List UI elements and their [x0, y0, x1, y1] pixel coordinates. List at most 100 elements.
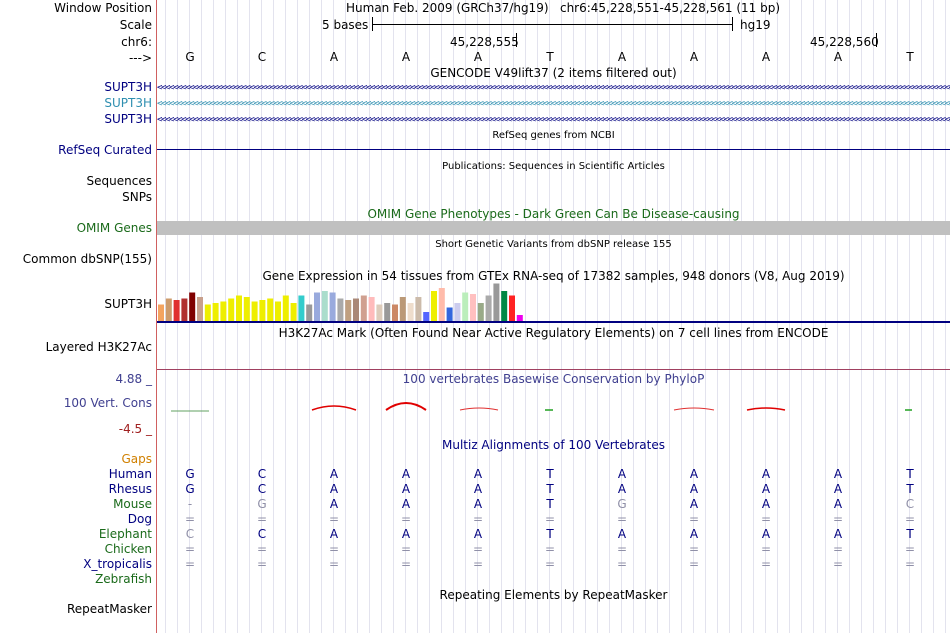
gtex-tissue-bar[interactable]	[501, 291, 508, 321]
gtex-tissue-bar[interactable]	[314, 292, 320, 322]
gtex-tissue-bar[interactable]	[345, 300, 352, 321]
species-label[interactable]: Human	[108, 467, 152, 481]
gtex-tissue-bar[interactable]	[259, 300, 266, 321]
alignment-base: =	[472, 542, 484, 556]
omim-track-title[interactable]: OMIM Gene Phenotypes - Dark Green Can Be…	[367, 207, 740, 221]
gencode-transcript-1[interactable]: <<<<<<<<<<<<<<<<<<<<<<<<<<<<<<<<<<<<<<<<…	[157, 83, 950, 93]
gencode-gene-label-3[interactable]: SUPT3H	[104, 112, 152, 126]
grid-line	[861, 0, 862, 633]
species-label[interactable]: Zebrafish	[95, 572, 152, 586]
gtex-track-title[interactable]: Gene Expression in 54 tissues from GTEx …	[262, 269, 845, 283]
gtex-tissue-bar[interactable]	[228, 298, 235, 322]
snps-label[interactable]: SNPs	[122, 190, 152, 204]
h3k27ac-track-title[interactable]: H3K27Ac Mark (Often Found Near Active Re…	[278, 326, 829, 340]
phylop-peak-4	[459, 407, 499, 411]
gtex-tissue-bar[interactable]	[431, 291, 437, 321]
sequences-label[interactable]: Sequences	[86, 174, 152, 188]
grid-line	[645, 0, 646, 633]
gtex-tissue-bar[interactable]	[165, 298, 172, 322]
gtex-tissue-bar[interactable]	[243, 297, 250, 321]
gtex-tissue-bar[interactable]	[454, 303, 461, 321]
species-label[interactable]: X_tropicalis	[83, 557, 152, 571]
species-label[interactable]: Mouse	[113, 497, 152, 511]
gtex-tissue-bar[interactable]	[251, 301, 258, 322]
strand-arrow-label: --->	[128, 51, 152, 65]
grid-line	[765, 0, 766, 633]
gtex-tissue-bar[interactable]	[282, 295, 289, 322]
gtex-tissue-bar[interactable]	[236, 295, 242, 322]
gtex-tissue-bar[interactable]	[470, 294, 476, 321]
gtex-tissue-bar[interactable]	[407, 303, 414, 321]
gtex-tissue-bar[interactable]	[353, 298, 359, 322]
publications-track-title[interactable]: Publications: Sequences in Scientific Ar…	[442, 161, 665, 172]
gtex-tissue-bar[interactable]	[415, 297, 422, 321]
gtex-tissue-bar[interactable]	[290, 303, 297, 321]
gtex-tissue-bar[interactable]	[360, 295, 367, 322]
gtex-tissue-bar[interactable]	[220, 301, 227, 322]
alignment-base: A	[473, 482, 483, 496]
gtex-tissue-bar[interactable]	[462, 292, 469, 322]
gtex-tissue-bar[interactable]	[477, 303, 484, 321]
gtex-tissue-bar[interactable]	[158, 304, 164, 322]
repeatmasker-label[interactable]: RepeatMasker	[66, 602, 152, 616]
dbsnp-track-title[interactable]: Short Genetic Variants from dbSNP releas…	[435, 239, 672, 250]
gtex-tissue-bar[interactable]	[306, 304, 313, 322]
species-label[interactable]: Elephant	[98, 527, 152, 541]
gencode-gene-label-1[interactable]: SUPT3H	[104, 80, 152, 94]
gtex-tissue-bar[interactable]	[197, 297, 203, 321]
gencode-gene-label-2[interactable]: SUPT3H	[104, 96, 152, 110]
alignment-base: -	[187, 497, 193, 511]
gtex-tissue-bar[interactable]	[368, 297, 375, 321]
gtex-tissue-bar[interactable]	[516, 315, 523, 321]
species-label[interactable]: Chicken	[104, 542, 152, 556]
layered-h3k27ac-label[interactable]: Layered H3K27Ac	[45, 340, 152, 354]
base-letter: A	[833, 50, 843, 64]
gtex-tissue-bar[interactable]	[337, 298, 344, 322]
gtex-gene-label[interactable]: SUPT3H	[104, 297, 152, 311]
gtex-tissue-bar[interactable]	[173, 300, 180, 321]
track-image-panel[interactable]: Human Feb. 2009 (GRCh37/hg19) chr6:45,22…	[157, 0, 950, 633]
gtex-tissue-bar[interactable]	[423, 312, 430, 321]
gtex-tissue-bar[interactable]	[438, 288, 445, 321]
gtex-tissue-bar[interactable]	[485, 295, 492, 322]
gtex-tissue-bar[interactable]	[275, 301, 281, 322]
gtex-tissue-bar[interactable]	[392, 304, 398, 322]
gtex-tissue-bar[interactable]	[298, 295, 305, 322]
grid-line	[933, 0, 934, 633]
refseq-gene-line[interactable]	[157, 149, 950, 150]
species-label[interactable]: Dog	[127, 512, 152, 526]
gencode-transcript-2[interactable]: <<<<<<<<<<<<<<<<<<<<<<<<<<<<<<<<<<<<<<<<…	[157, 99, 950, 109]
grid-line	[297, 0, 298, 633]
window-position-label: Window Position	[54, 1, 152, 15]
gencode-transcript-3[interactable]: <<<<<<<<<<<<<<<<<<<<<<<<<<<<<<<<<<<<<<<<…	[157, 115, 950, 125]
gtex-tissue-bar[interactable]	[204, 304, 211, 322]
refseq-curated-label[interactable]: RefSeq Curated	[58, 143, 152, 157]
gtex-tissue-bar[interactable]	[267, 298, 274, 322]
gtex-tissue-bar[interactable]	[384, 303, 391, 321]
refseq-track-title[interactable]: RefSeq genes from NCBI	[492, 130, 615, 141]
omim-genes-label[interactable]: OMIM Genes	[76, 221, 152, 235]
gtex-tissue-bar[interactable]	[321, 291, 328, 321]
omim-gene-bar[interactable]	[157, 221, 950, 235]
gtex-tissue-bar[interactable]	[399, 297, 406, 321]
gtex-tissue-bar[interactable]	[493, 283, 500, 322]
species-label[interactable]: Rhesus	[108, 482, 152, 496]
gtex-tissue-bar[interactable]	[212, 303, 219, 321]
multiz-track-title[interactable]: Multiz Alignments of 100 Vertebrates	[441, 438, 666, 452]
conservation-track-label[interactable]: 100 Vert. Cons	[63, 396, 152, 410]
gtex-bar-chart[interactable]	[157, 282, 950, 322]
repeatmasker-track-title[interactable]: Repeating Elements by RepeatMasker	[439, 588, 668, 602]
alignment-base: A	[401, 467, 411, 481]
phylop-conservation-plot[interactable]	[157, 396, 950, 416]
gtex-tissue-bar[interactable]	[376, 304, 383, 322]
gtex-tissue-bar[interactable]	[329, 292, 336, 322]
gtex-tissue-bar[interactable]	[189, 292, 196, 322]
assembly-name: Human Feb. 2009 (GRCh37/hg19)	[346, 1, 549, 15]
gtex-tissue-bar[interactable]	[181, 298, 188, 322]
common-dbsnp-label[interactable]: Common dbSNP(155)	[22, 252, 152, 266]
alignment-base: A	[761, 467, 771, 481]
gtex-tissue-bar[interactable]	[509, 295, 515, 322]
phylop-track-title[interactable]: 100 vertebrates Basewise Conservation by…	[402, 372, 705, 386]
gtex-tissue-bar[interactable]	[446, 307, 453, 322]
gencode-track-title[interactable]: GENCODE V49lift37 (2 items filtered out)	[430, 66, 677, 80]
